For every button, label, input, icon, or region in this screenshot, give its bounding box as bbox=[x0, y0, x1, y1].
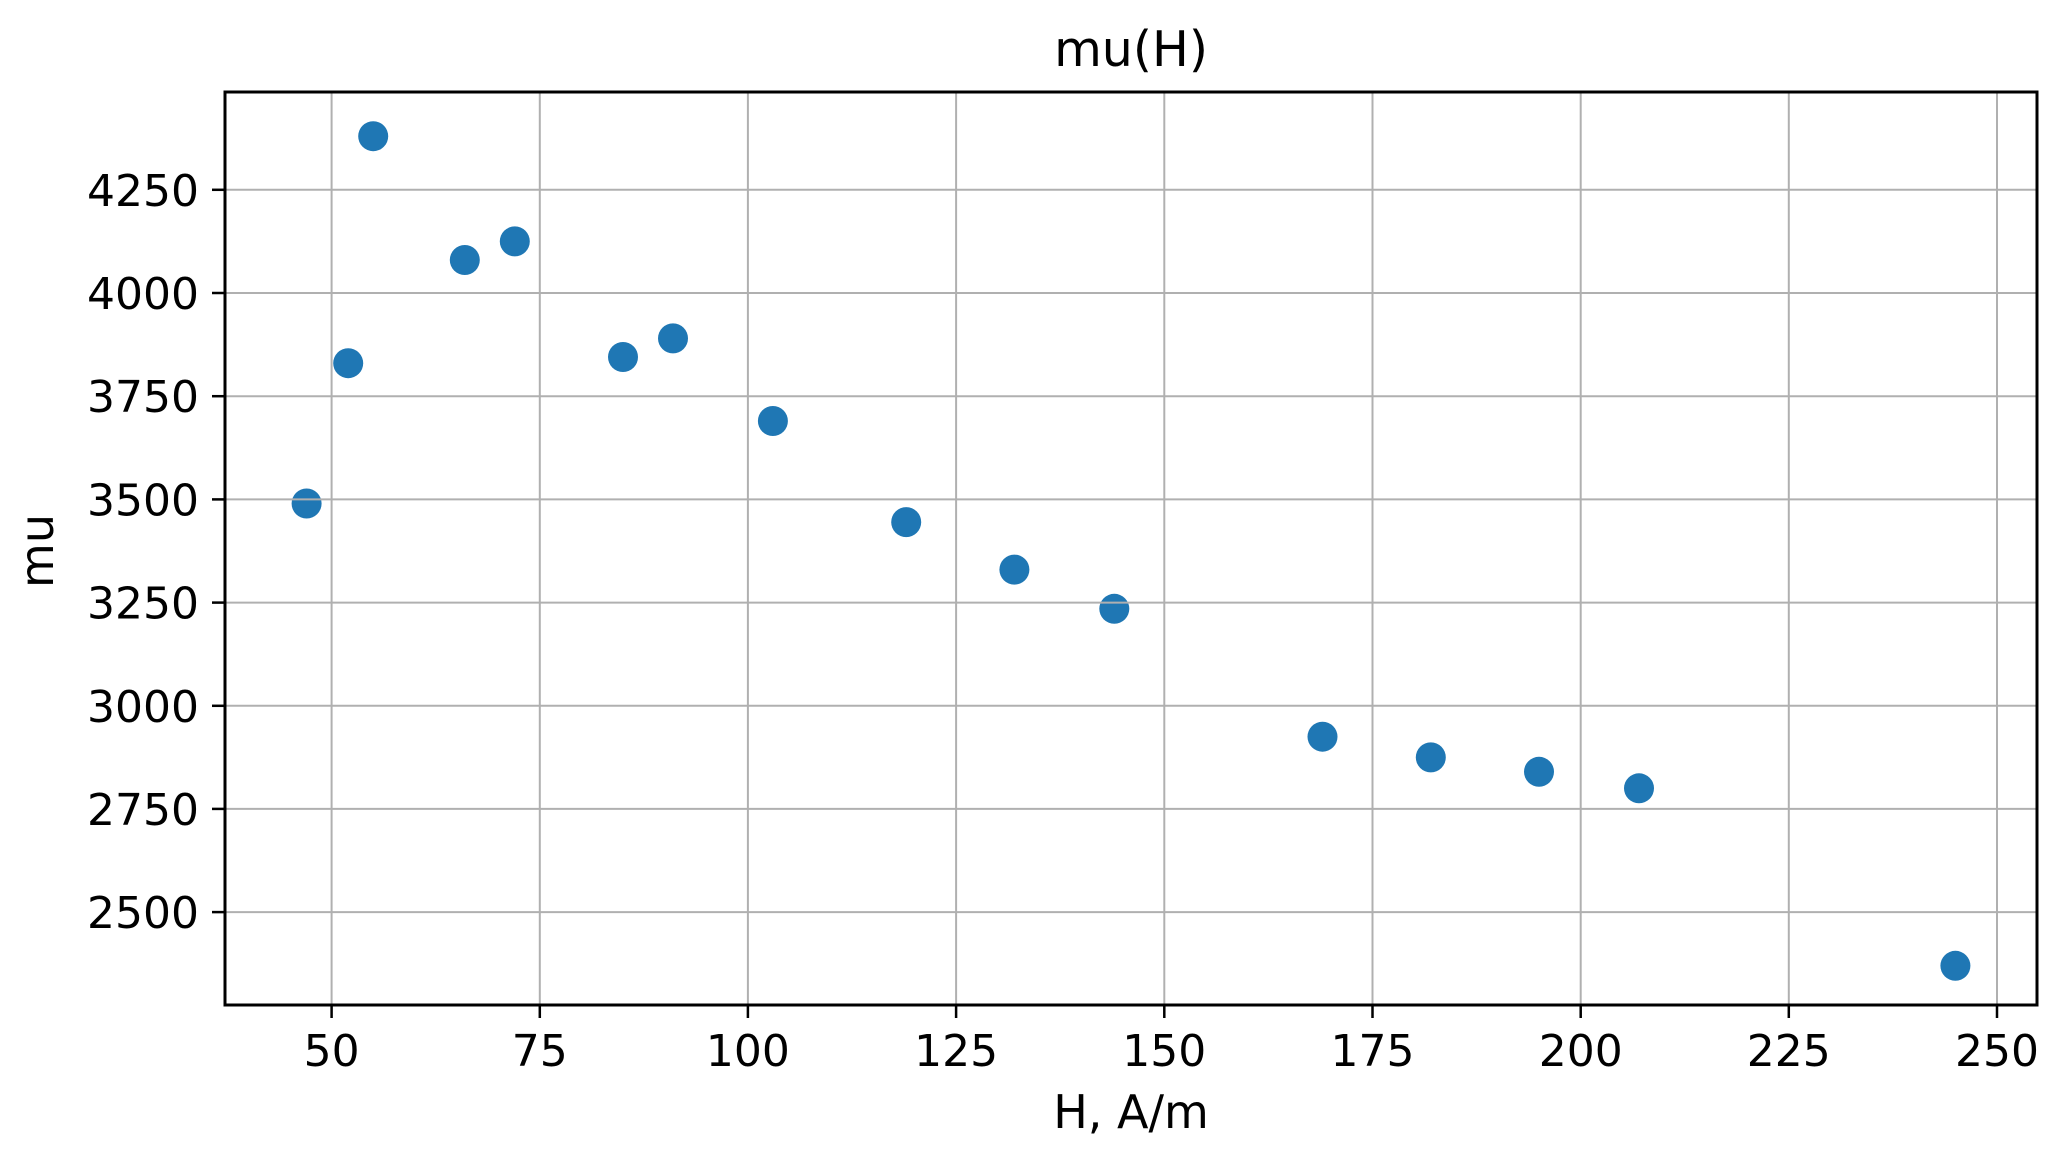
plot-area bbox=[225, 92, 2037, 1005]
data-point bbox=[757, 406, 788, 436]
points-layer bbox=[291, 121, 1971, 981]
y-tick-label: 4000 bbox=[87, 269, 199, 320]
x-tick-label: 150 bbox=[1122, 1026, 1206, 1077]
x-tick-label: 175 bbox=[1331, 1026, 1415, 1077]
y-axis-label: mu bbox=[10, 514, 64, 588]
y-tick-label: 3500 bbox=[87, 475, 199, 526]
x-tick-label: 225 bbox=[1747, 1026, 1831, 1077]
data-point bbox=[333, 348, 364, 379]
x-tick-label: 100 bbox=[706, 1026, 790, 1077]
y-tick-label: 3750 bbox=[87, 372, 199, 423]
grid-layer bbox=[225, 92, 2037, 1005]
data-point bbox=[1624, 773, 1654, 804]
x-axis-label: H, A/m bbox=[1053, 1085, 1209, 1139]
x-tick-label: 200 bbox=[1539, 1026, 1623, 1077]
x-tick-label: 50 bbox=[304, 1026, 360, 1077]
data-point bbox=[1940, 950, 1971, 981]
x-tick-label: 75 bbox=[512, 1026, 568, 1077]
tick-layer: 50 75 100 125 150 175 200 225 250 2500 2750 3000 325… bbox=[87, 166, 2039, 1077]
data-point bbox=[499, 226, 530, 257]
chart-title: mu(H) bbox=[1054, 21, 1208, 78]
data-point bbox=[291, 488, 322, 519]
data-point bbox=[1099, 593, 1130, 624]
data-point bbox=[449, 245, 480, 275]
x-tick-label: 125 bbox=[914, 1026, 998, 1077]
data-point bbox=[658, 323, 688, 354]
y-tick-label: 3000 bbox=[87, 682, 199, 733]
y-tick-label: 2500 bbox=[87, 888, 199, 939]
data-point bbox=[1307, 721, 1338, 752]
data-point bbox=[999, 554, 1030, 585]
y-tick-label: 2750 bbox=[87, 785, 199, 836]
data-point bbox=[358, 121, 389, 152]
data-point bbox=[1415, 742, 1446, 773]
x-tick-label: 250 bbox=[1955, 1026, 2039, 1077]
data-point bbox=[608, 342, 638, 372]
y-tick-label: 3250 bbox=[87, 579, 199, 630]
plot-border bbox=[223, 90, 2039, 1007]
data-point bbox=[1524, 756, 1554, 787]
spine-layer bbox=[223, 90, 2039, 1007]
y-tick-label: 4250 bbox=[87, 166, 199, 217]
data-point bbox=[891, 507, 922, 538]
